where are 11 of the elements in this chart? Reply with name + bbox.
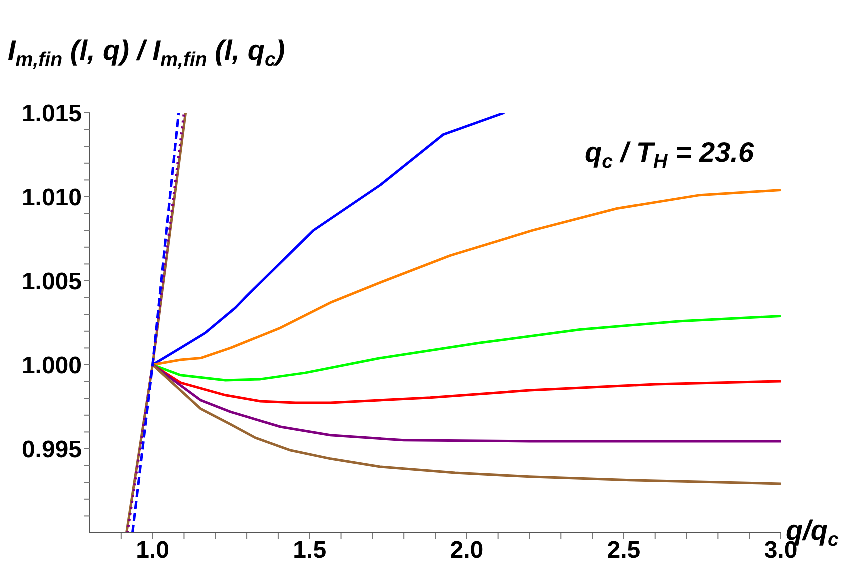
x-tick-label: 1.0 [136,537,170,564]
y-tick-label: 1.005 [22,268,82,296]
y-tick-label: 1.015 [22,100,82,128]
x-tick-label: 1.5 [293,537,327,564]
y-tick-label: 0.995 [22,436,82,464]
y-tick-label: 1.000 [22,352,82,380]
y-tick-label: 1.010 [22,184,82,212]
annotation: q$_{c}$ / T$_{H}$ = 23.6 [585,137,754,173]
y-axis-title: I$_{m,fin}$ (l, q) / I$_{m,fin}$ (l, q$_{c}$) [8,35,286,71]
x-tick-label: 2.0 [450,537,484,564]
x-tick-label: 2.5 [607,537,641,564]
